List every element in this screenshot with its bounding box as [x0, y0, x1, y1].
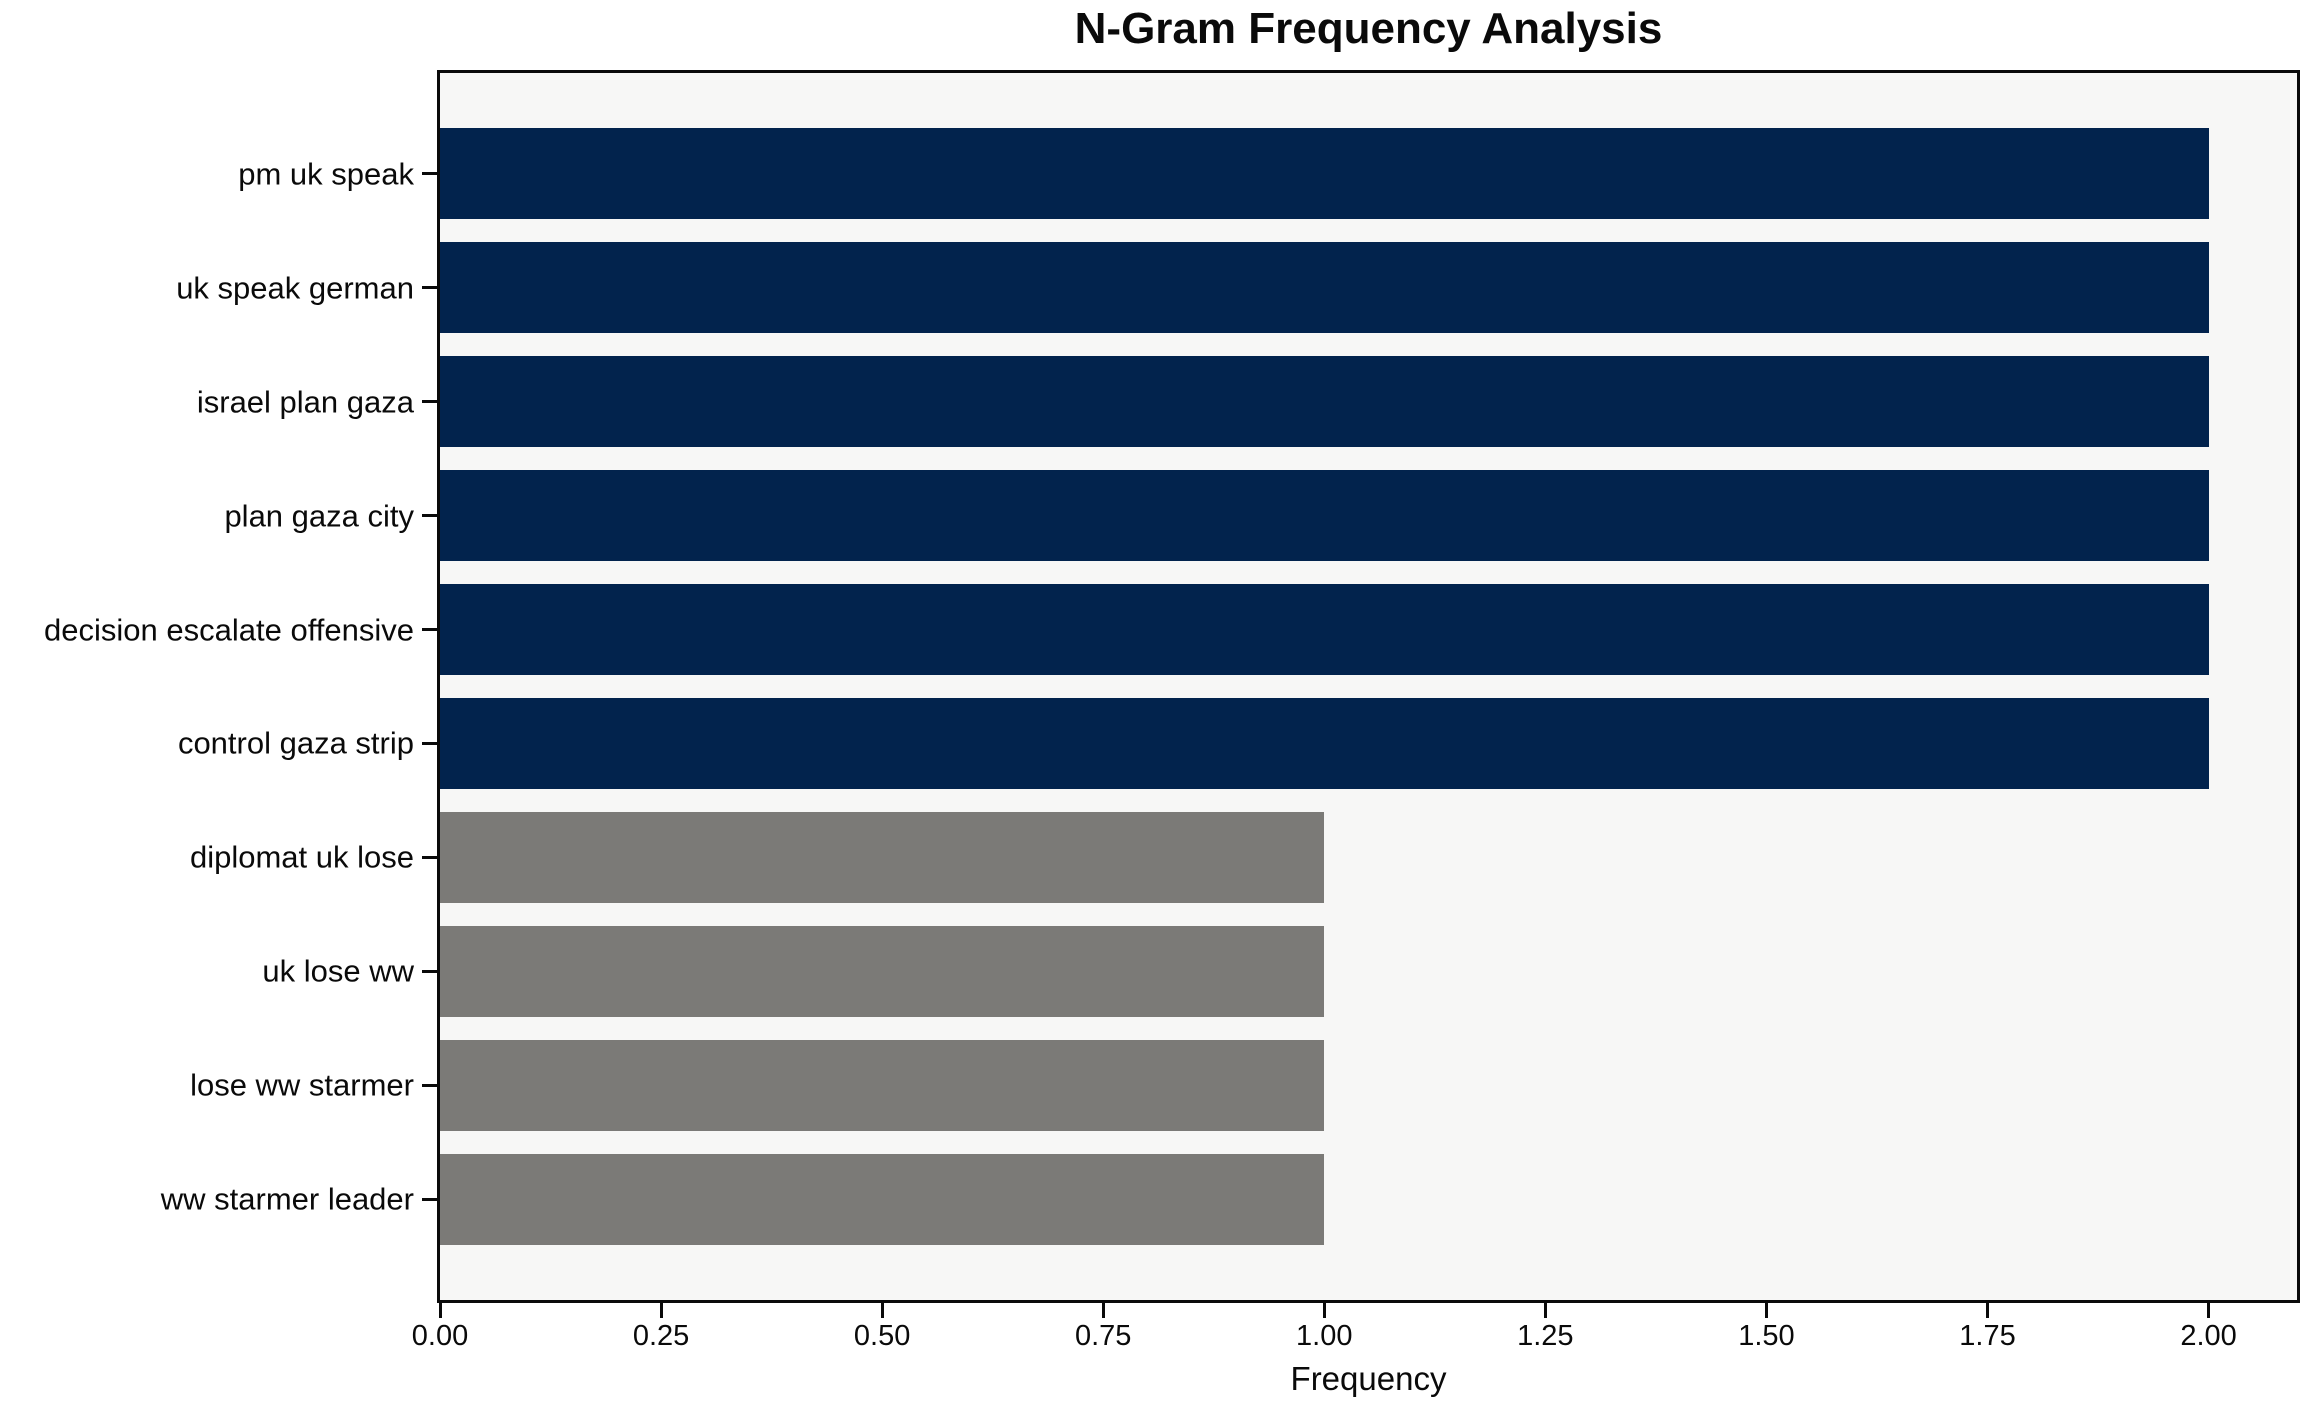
y-tick-label: uk speak german [176, 270, 414, 306]
bar [440, 1039, 1325, 1131]
bar [440, 128, 2209, 220]
bar [440, 356, 2209, 448]
y-tick-label: ww starmer leader [160, 1181, 414, 1217]
y-tick-label: uk lose ww [262, 953, 414, 989]
x-tick-mark [1101, 1303, 1105, 1318]
y-tick-label: israel plan gaza [196, 384, 414, 420]
chart-title: N-Gram Frequency Analysis [1074, 4, 1663, 53]
y-tick-label: decision escalate offensive [44, 612, 414, 648]
y-tick-mark [422, 1083, 437, 1087]
x-tick-mark [880, 1303, 884, 1318]
y-tick-mark [422, 855, 437, 859]
y-tick-mark [422, 514, 437, 518]
plot-area [437, 70, 2300, 1303]
y-tick-mark [422, 741, 437, 745]
x-tick-label: 0.00 [411, 1320, 469, 1352]
x-tick-label: 0.75 [1074, 1320, 1132, 1352]
y-tick-label: control gaza strip [177, 725, 414, 761]
x-tick-label: 1.75 [1959, 1320, 2016, 1352]
y-tick-mark [422, 628, 437, 632]
y-tick-mark [422, 172, 437, 176]
x-tick-mark [659, 1303, 663, 1318]
y-tick-mark [422, 400, 437, 404]
x-tick-label: 1.25 [1517, 1320, 1574, 1352]
x-tick-label: 2.00 [2180, 1320, 2237, 1352]
x-tick-label: 0.50 [853, 1320, 911, 1352]
y-tick-label: pm uk speak [238, 156, 414, 192]
y-tick-mark [422, 969, 437, 973]
x-tick-label: 1.50 [1738, 1320, 1795, 1352]
x-tick-mark [1322, 1303, 1326, 1318]
bar [440, 242, 2209, 334]
bars-container [440, 73, 2297, 1300]
x-tick-label: 1.00 [1296, 1320, 1353, 1352]
y-tick-label: lose ww starmer [190, 1067, 414, 1103]
bar [440, 584, 2209, 676]
x-tick-mark [1986, 1303, 1989, 1318]
bar [440, 811, 1325, 903]
x-tick-mark [1764, 1303, 1768, 1318]
bar [440, 1153, 1325, 1245]
y-tick-label: plan gaza city [224, 498, 414, 534]
x-axis-label: Frequency [1290, 1360, 1447, 1397]
x-tick-mark [2207, 1303, 2211, 1318]
bar [440, 697, 2209, 789]
x-tick-mark [1543, 1303, 1547, 1318]
bar [440, 925, 1325, 1017]
y-tick-mark [422, 1197, 437, 1201]
x-tick-label: 0.25 [632, 1320, 690, 1352]
bar [440, 470, 2209, 562]
y-tick-label: diplomat uk lose [189, 839, 414, 875]
x-tick-mark [438, 1303, 442, 1318]
y-tick-mark [422, 286, 437, 290]
